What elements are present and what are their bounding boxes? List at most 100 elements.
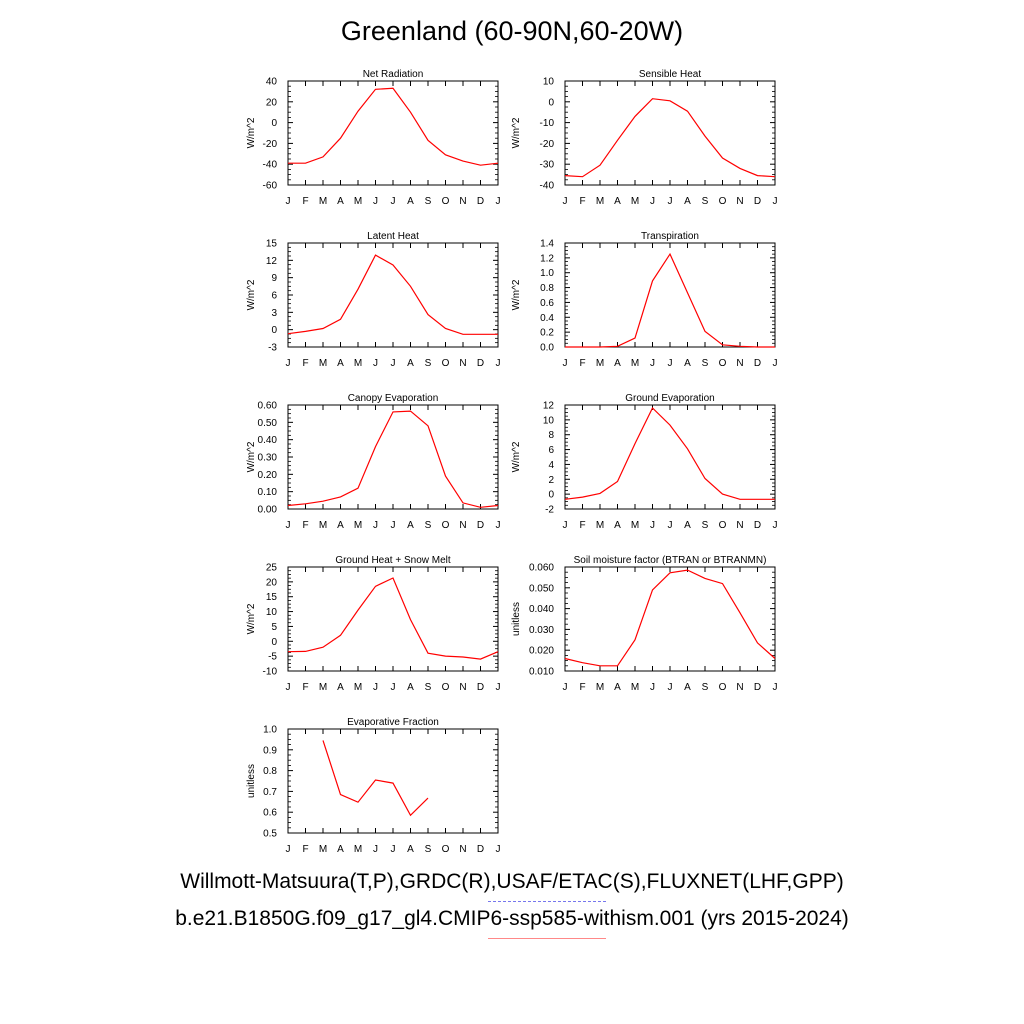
x-tick-label: J — [496, 844, 501, 855]
x-tick-label: F — [302, 520, 308, 531]
series-line — [287, 410, 499, 508]
y-axis-label: unitless — [246, 764, 257, 798]
plot-frame — [287, 80, 499, 186]
x-tick-label: J — [773, 196, 778, 207]
x-tick-label: M — [319, 196, 327, 207]
x-tick-label: F — [302, 196, 308, 207]
panel-title: Latent Heat — [367, 231, 419, 242]
x-tick-label: A — [337, 682, 344, 693]
chart-panel-8: Evaporative Fraction unitless 1.0 0.9 0.8 0.7… — [246, 717, 501, 855]
panel-title: Ground Heat + Snow Melt — [335, 555, 451, 566]
y-tick-label: 0 — [548, 97, 554, 108]
chart-panel-4: Canopy Evaporation W/m^2 0.60 0.50 0.40 0.30 0… — [246, 393, 501, 531]
y-axis-label: W/m^2 — [511, 117, 522, 148]
y-tick-label: 0.0 — [540, 343, 554, 354]
x-tick-label: J — [563, 682, 568, 693]
x-tick-label: S — [425, 358, 432, 369]
y-tick-label: 1.0 — [540, 268, 554, 279]
x-tick-label: J — [286, 844, 291, 855]
panel-title: Evaporative Fraction — [347, 717, 439, 728]
x-tick-label: S — [702, 358, 709, 369]
y-tick-label: 15 — [266, 239, 278, 250]
y-tick-label: -20 — [540, 139, 555, 150]
x-tick-label: M — [319, 844, 327, 855]
y-tick-label: 10 — [266, 607, 278, 618]
x-tick-label: J — [668, 196, 673, 207]
y-axis-label: unitless — [511, 602, 522, 636]
x-tick-label: S — [425, 520, 432, 531]
x-tick-label: J — [286, 196, 291, 207]
y-tick-label: 0.6 — [540, 298, 554, 309]
x-tick-label: M — [596, 682, 604, 693]
x-tick-label: A — [614, 358, 621, 369]
x-tick-label: J — [373, 682, 378, 693]
y-tick-label: 0.040 — [529, 604, 554, 615]
y-tick-label: 40 — [266, 77, 278, 88]
x-tick-label: A — [684, 520, 691, 531]
x-tick-label: N — [459, 358, 466, 369]
y-tick-label: -40 — [263, 160, 278, 171]
x-tick-label: F — [302, 844, 308, 855]
series-line — [322, 740, 429, 817]
x-tick-label: A — [407, 358, 414, 369]
x-tick-label: N — [736, 358, 743, 369]
y-tick-label: 0.050 — [529, 583, 554, 594]
y-tick-label: 0.9 — [263, 745, 277, 756]
x-tick-label: D — [477, 682, 484, 693]
x-tick-label: D — [477, 196, 484, 207]
x-tick-label: O — [719, 520, 727, 531]
y-tick-label: 0.6 — [263, 808, 277, 819]
x-tick-label: N — [736, 196, 743, 207]
x-tick-label: M — [354, 196, 362, 207]
x-tick-label: N — [459, 196, 466, 207]
y-tick-label: 1.2 — [540, 253, 554, 264]
x-tick-label: J — [650, 196, 655, 207]
y-tick-label: 0.7 — [263, 787, 277, 798]
panel-title: Soil moisture factor (BTRAN or BTRANMN) — [574, 555, 767, 566]
y-tick-label: 1.0 — [263, 725, 277, 736]
x-tick-label: S — [425, 196, 432, 207]
y-tick-label: -3 — [268, 343, 277, 354]
x-tick-label: M — [319, 682, 327, 693]
x-tick-label: M — [354, 682, 362, 693]
footer-data-sources: Willmott-Matsuura(T,P),GRDC(R),USAF/ETAC… — [180, 870, 844, 893]
panel-title: Ground Evaporation — [625, 393, 715, 404]
y-tick-label: 0.020 — [529, 646, 554, 657]
x-tick-label: N — [459, 844, 466, 855]
x-tick-label: A — [407, 196, 414, 207]
x-tick-label: N — [459, 682, 466, 693]
x-tick-label: A — [684, 358, 691, 369]
x-tick-label: F — [579, 196, 585, 207]
x-tick-label: A — [684, 682, 691, 693]
x-tick-label: S — [702, 520, 709, 531]
x-tick-label: M — [319, 358, 327, 369]
y-tick-label: 10 — [543, 415, 555, 426]
x-tick-label: D — [477, 358, 484, 369]
x-tick-label: J — [286, 520, 291, 531]
y-tick-label: 0 — [548, 490, 554, 501]
y-tick-label: 12 — [266, 256, 278, 267]
y-tick-label: 0.50 — [258, 418, 278, 429]
series-line — [564, 406, 775, 500]
y-tick-label: 0 — [271, 637, 277, 648]
x-tick-label: J — [373, 844, 378, 855]
y-tick-label: -30 — [540, 160, 555, 171]
y-axis-label: W/m^2 — [511, 279, 522, 310]
plot-frame — [287, 728, 499, 834]
plot-frame — [287, 404, 499, 510]
x-tick-label: J — [650, 520, 655, 531]
y-axis-label: W/m^2 — [511, 441, 522, 472]
x-tick-label: M — [596, 520, 604, 531]
x-tick-label: D — [754, 196, 761, 207]
y-tick-label: 9 — [271, 273, 277, 284]
y-tick-label: 1.4 — [540, 239, 554, 250]
x-tick-label: N — [736, 520, 743, 531]
y-tick-label: 0.10 — [258, 487, 278, 498]
x-tick-label: D — [754, 358, 761, 369]
y-tick-label: 0 — [271, 325, 277, 336]
y-tick-label: 20 — [266, 577, 278, 588]
x-tick-label: D — [477, 844, 484, 855]
x-tick-label: J — [773, 520, 778, 531]
